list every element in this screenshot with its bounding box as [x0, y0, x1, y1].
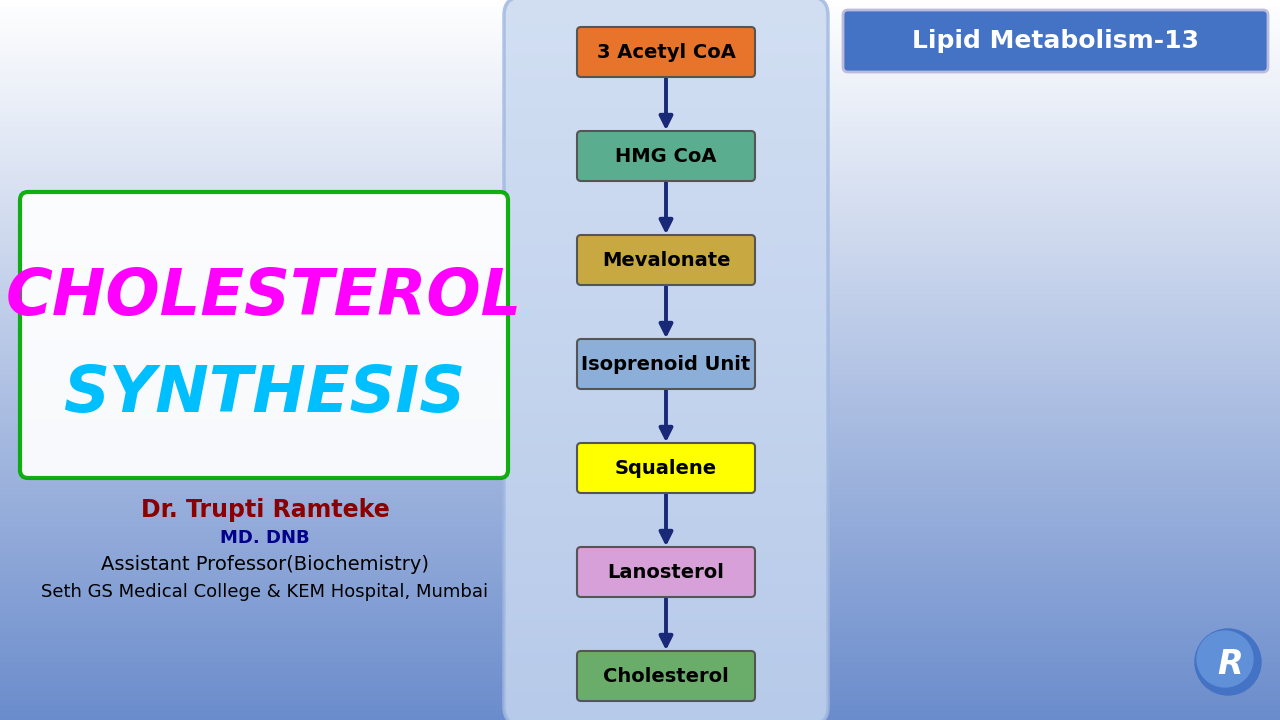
Text: Dr. Trupti Ramteke: Dr. Trupti Ramteke	[141, 498, 389, 522]
Text: 3 Acetyl CoA: 3 Acetyl CoA	[596, 42, 736, 61]
Text: R: R	[1217, 647, 1243, 680]
Circle shape	[1197, 631, 1253, 687]
FancyBboxPatch shape	[577, 443, 755, 493]
FancyBboxPatch shape	[577, 651, 755, 701]
Text: Assistant Professor(Biochemistry): Assistant Professor(Biochemistry)	[101, 556, 429, 575]
FancyBboxPatch shape	[577, 235, 755, 285]
Text: CHOLESTEROL: CHOLESTEROL	[6, 266, 522, 328]
FancyBboxPatch shape	[577, 27, 755, 77]
FancyBboxPatch shape	[577, 131, 755, 181]
FancyBboxPatch shape	[577, 547, 755, 597]
Text: Lanosterol: Lanosterol	[608, 562, 724, 582]
Text: Lipid Metabolism-13: Lipid Metabolism-13	[911, 29, 1199, 53]
FancyBboxPatch shape	[844, 10, 1268, 72]
Text: Mevalonate: Mevalonate	[602, 251, 731, 269]
FancyBboxPatch shape	[504, 0, 828, 720]
Text: HMG CoA: HMG CoA	[616, 146, 717, 166]
Circle shape	[1196, 629, 1261, 695]
Text: Cholesterol: Cholesterol	[603, 667, 728, 685]
FancyBboxPatch shape	[20, 192, 508, 478]
Text: SYNTHESIS: SYNTHESIS	[63, 364, 465, 426]
Text: Squalene: Squalene	[614, 459, 717, 477]
Text: MD. DNB: MD. DNB	[220, 529, 310, 547]
FancyBboxPatch shape	[577, 339, 755, 389]
Text: Seth GS Medical College & KEM Hospital, Mumbai: Seth GS Medical College & KEM Hospital, …	[41, 583, 489, 601]
Text: Isoprenoid Unit: Isoprenoid Unit	[581, 354, 750, 374]
